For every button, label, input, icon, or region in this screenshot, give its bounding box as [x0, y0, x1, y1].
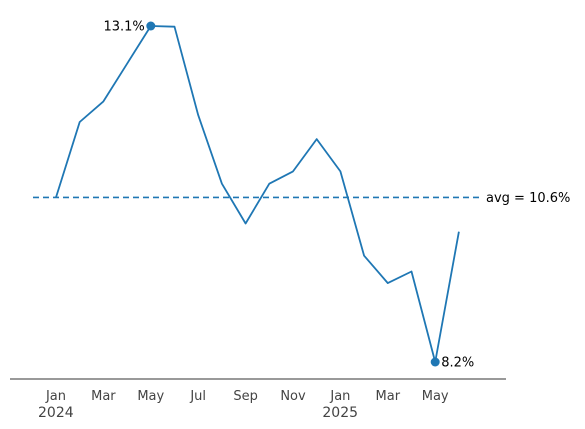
x-tick-label: May	[422, 389, 449, 404]
year-label: 2024	[38, 405, 74, 421]
x-tick-label: Jan	[329, 389, 350, 404]
x-axis: Jan Mar May Jul Sep Nov Jan Mar May 2024 2025	[10, 378, 506, 421]
x-tick-label: Nov	[280, 389, 306, 404]
year-label: 2025	[322, 405, 358, 421]
highlight-point-1	[146, 21, 156, 31]
average-label: avg = 10.6%	[486, 191, 570, 206]
plot-area	[33, 21, 482, 367]
point-annotation-2: 8.2%	[441, 356, 474, 371]
point-annotation-1: 13.1%	[103, 20, 144, 35]
x-tick-label: Mar	[376, 389, 401, 404]
annotations: avg = 10.6% 13.1% 8.2%	[103, 20, 570, 371]
x-tick-label: Jan	[45, 389, 66, 404]
x-tick-label: May	[137, 389, 164, 404]
x-tick-label: Jul	[189, 389, 206, 404]
x-tick-label: Sep	[233, 389, 258, 404]
x-tick-label: Mar	[91, 389, 116, 404]
series-line	[55, 25, 460, 363]
highlight-point-2	[430, 357, 440, 367]
